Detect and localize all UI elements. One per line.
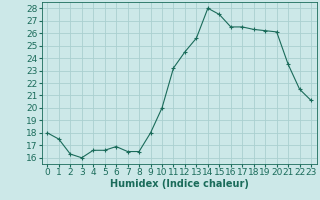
X-axis label: Humidex (Indice chaleur): Humidex (Indice chaleur) [110, 179, 249, 189]
